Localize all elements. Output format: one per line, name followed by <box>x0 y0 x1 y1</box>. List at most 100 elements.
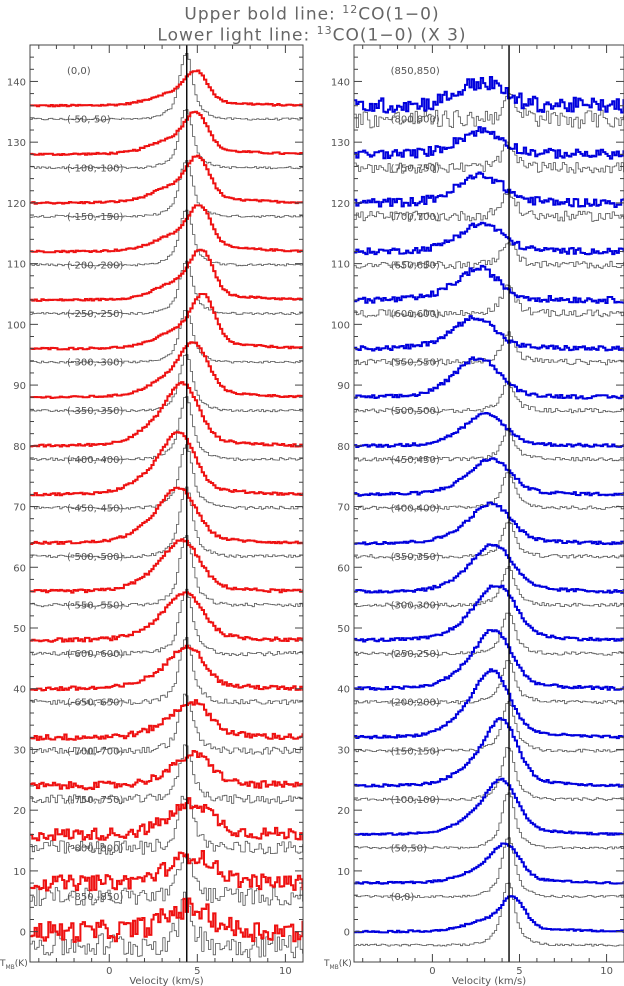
y-tick-label: 130 <box>7 138 26 149</box>
y-tick-label: 0 <box>344 928 350 939</box>
co12-spectrum-(-750,-750) <box>30 797 303 842</box>
right-panel: (850,850) (800,800) (750,750) (700,700) (650… <box>323 44 624 986</box>
co13-spectrum-(-350,-350) <box>30 396 303 461</box>
position-offset-label: (800,800) <box>391 115 440 126</box>
y-tick-label: 60 <box>13 563 26 574</box>
position-offset-label: (-700,-700) <box>67 746 123 757</box>
co12-spectrum-(100,100) <box>354 777 624 836</box>
y-tick-label: 60 <box>337 563 350 574</box>
left-plot-area: (0,0) (-50,-50) (-100,-100) (-150,-150) (-20… <box>30 53 303 959</box>
co12-spectrum-(-600,-600) <box>30 644 303 692</box>
co13-spectrum-(-600,-600) <box>30 637 303 705</box>
co12-spectrum-(700,700) <box>354 221 624 256</box>
co13-spectrum-(-500,-500) <box>30 535 303 608</box>
x-tick-label: 0 <box>106 966 112 977</box>
co13-spectrum-(-700,-700) <box>30 744 303 804</box>
co13-spectrum-(-150,-150) <box>30 209 303 267</box>
x-axis-label: Velocity (km/s) <box>452 976 526 986</box>
position-offset-label: (50,50) <box>391 843 428 854</box>
position-offset-label: (200,200) <box>391 698 440 709</box>
y-tick-label: 130 <box>331 138 350 149</box>
position-offset-label: (450,450) <box>391 455 440 466</box>
y-tick-label: 100 <box>331 320 350 331</box>
y-tick-label: 140 <box>7 77 26 88</box>
position-offset-label: (400,400) <box>391 503 440 514</box>
y-axis-label: TMB(K) <box>0 959 28 971</box>
x-tick-label: 10 <box>279 966 292 977</box>
co13-spectrum-(450,450) <box>354 472 624 510</box>
y-tick-label: 30 <box>337 745 350 756</box>
co12-spectrum-(-200,-200) <box>30 248 303 302</box>
co12-spectrum-(500,500) <box>354 412 624 448</box>
position-offset-label: (850,850) <box>391 66 440 77</box>
co12-spectrum-(200,200) <box>354 668 624 740</box>
y-tick-label: 140 <box>331 77 350 88</box>
title-line1-isotope: 12 <box>342 3 359 16</box>
position-offset-label: (-200,-200) <box>67 260 123 271</box>
co12-spectrum-(-250,-250) <box>30 293 303 351</box>
plot-frame <box>29 44 304 963</box>
plot-frame <box>353 44 624 963</box>
y-tick-label: 70 <box>337 503 350 514</box>
co12-spectrum-(600,600) <box>354 315 624 352</box>
co12-spectrum-(400,400) <box>354 501 624 546</box>
position-offset-label: (-250,-250) <box>67 309 123 320</box>
co13-spectrum-(-200,-200) <box>30 260 303 315</box>
co12-spectrum-(150,150) <box>354 717 624 788</box>
co13-spectrum-(0,0) <box>354 882 624 947</box>
co13-spectrum-(-400,-400) <box>30 444 303 510</box>
position-offset-label: (0,0) <box>67 66 91 77</box>
co13-spectrum-(-50,-50) <box>30 109 303 170</box>
co13-spectrum-(-750,-750) <box>30 795 303 855</box>
co12-spectrum-(-650,-650) <box>30 699 303 741</box>
y-tick-label: 40 <box>13 685 26 696</box>
title-line1-suffix: CO(1−0) <box>358 4 440 25</box>
co13-spectrum-(-300,-300) <box>30 354 303 413</box>
y-tick-label: 120 <box>7 199 26 210</box>
right-plot-area: (850,850) (800,800) (750,750) (700,700) (650… <box>354 66 624 947</box>
position-offset-label: (-400,-400) <box>67 455 123 466</box>
x-tick-label: 5 <box>516 966 522 977</box>
co13-spectrum-(400,400) <box>354 521 624 559</box>
y-tick-label: 50 <box>13 624 26 635</box>
y-tick-label: 110 <box>7 260 26 271</box>
position-offset-label: (700,700) <box>391 212 440 223</box>
position-offset-label: (-350,-350) <box>67 406 123 417</box>
co12-spectrum-(250,250) <box>354 629 624 691</box>
y-tick-label: 90 <box>13 381 26 392</box>
position-offset-label: (-500,-500) <box>67 552 123 563</box>
y-tick-label: 30 <box>13 745 26 756</box>
title-line2-suffix: CO(1−0) (X 3) <box>332 25 467 46</box>
co13-spectrum-(250,250) <box>354 660 624 705</box>
co13-spectrum-(200,200) <box>354 701 624 753</box>
y-tick-label: 80 <box>337 442 350 453</box>
co12-spectrum-(-850,-850) <box>30 897 303 943</box>
position-offset-label: (-100,-100) <box>67 163 123 174</box>
co13-spectrum-(-800,-800) <box>30 854 303 906</box>
co12-spectrum-(300,300) <box>354 584 624 643</box>
co12-spectrum-(350,350) <box>354 543 624 594</box>
y-axis-label: TMB(K) <box>323 959 352 971</box>
y-tick-label: 100 <box>7 320 26 331</box>
co12-spectrum-(800,800) <box>354 126 624 160</box>
chart-title-line-2: Lower light line: 13CO(1−0) (X 3) <box>0 24 624 46</box>
position-offset-label: (550,550) <box>391 358 440 369</box>
y-tick-label: 90 <box>337 381 350 392</box>
y-tick-label: 80 <box>13 442 26 453</box>
y-tick-label: 20 <box>13 806 26 817</box>
co13-spectrum-(550,550) <box>354 381 624 414</box>
co13-spectrum-(500,500) <box>354 430 624 462</box>
co13-spectrum-(850,850) <box>354 93 624 129</box>
co12-spectrum-(-300,-300) <box>30 341 303 399</box>
y-tick-label: 120 <box>331 199 350 210</box>
co12-spectrum-(650,650) <box>354 264 624 304</box>
co13-spectrum-(-650,-650) <box>30 693 303 755</box>
co13-spectrum-(50,50) <box>354 837 624 898</box>
co12-spectrum-(0,0) <box>354 895 624 934</box>
x-tick-label: 5 <box>194 966 200 977</box>
y-tick-label: 70 <box>13 503 26 514</box>
position-offset-label: (-300,-300) <box>67 358 123 369</box>
co12-spectrum-(450,450) <box>354 457 624 497</box>
co12-spectrum-(-550,-550) <box>30 591 303 643</box>
